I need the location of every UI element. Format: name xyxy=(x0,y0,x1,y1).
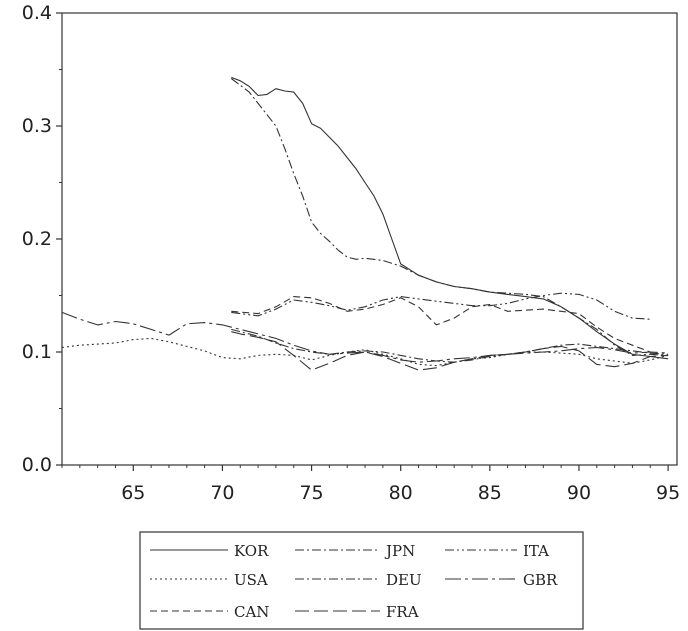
y-tick-label: 0.3 xyxy=(22,115,52,137)
series-line-can xyxy=(231,296,651,353)
x-tick-label: 80 xyxy=(389,482,413,504)
x-tick-label: 90 xyxy=(567,482,591,504)
x-tick-label: 70 xyxy=(210,482,234,504)
series-line-fra xyxy=(231,331,669,371)
legend-label-jpn: JPN xyxy=(384,542,415,560)
legend-label-deu: DEU xyxy=(386,571,422,589)
legend-box xyxy=(139,531,584,630)
x-tick-label: 65 xyxy=(121,482,145,504)
x-tick-label: 75 xyxy=(299,482,323,504)
legend: KOR JPN ITA USA DEU GBR CAN FRA xyxy=(139,531,584,630)
series-line-kor xyxy=(231,76,669,360)
legend-label-fra: FRA xyxy=(386,603,419,621)
legend-label-usa: USA xyxy=(234,571,268,589)
series-line-usa xyxy=(61,337,669,367)
x-tick-label: 95 xyxy=(656,482,680,504)
x-tick-label: 85 xyxy=(478,482,502,504)
y-tick-label: 0.2 xyxy=(22,228,52,250)
series-line-deu xyxy=(231,328,669,363)
legend-label-ita: ITA xyxy=(523,542,549,560)
series-line-ita xyxy=(231,292,651,320)
legend-label-kor: KOR xyxy=(234,542,269,560)
legend-label-gbr: GBR xyxy=(523,571,558,589)
plot-border xyxy=(61,12,678,466)
axis-layer: 0.0 0.1 0.2 0.3 0.4 65 70 75 80 85 90 95 xyxy=(22,2,680,504)
y-tick-label: 0.1 xyxy=(22,341,52,363)
y-tick-label: 0.0 xyxy=(22,454,52,476)
y-tick-label: 0.4 xyxy=(22,2,52,24)
series-line-jpn xyxy=(230,78,669,356)
legend-label-can: CAN xyxy=(234,603,269,621)
plot-area xyxy=(61,12,678,466)
series-layer xyxy=(61,76,669,371)
series-line-gbr xyxy=(61,311,669,363)
